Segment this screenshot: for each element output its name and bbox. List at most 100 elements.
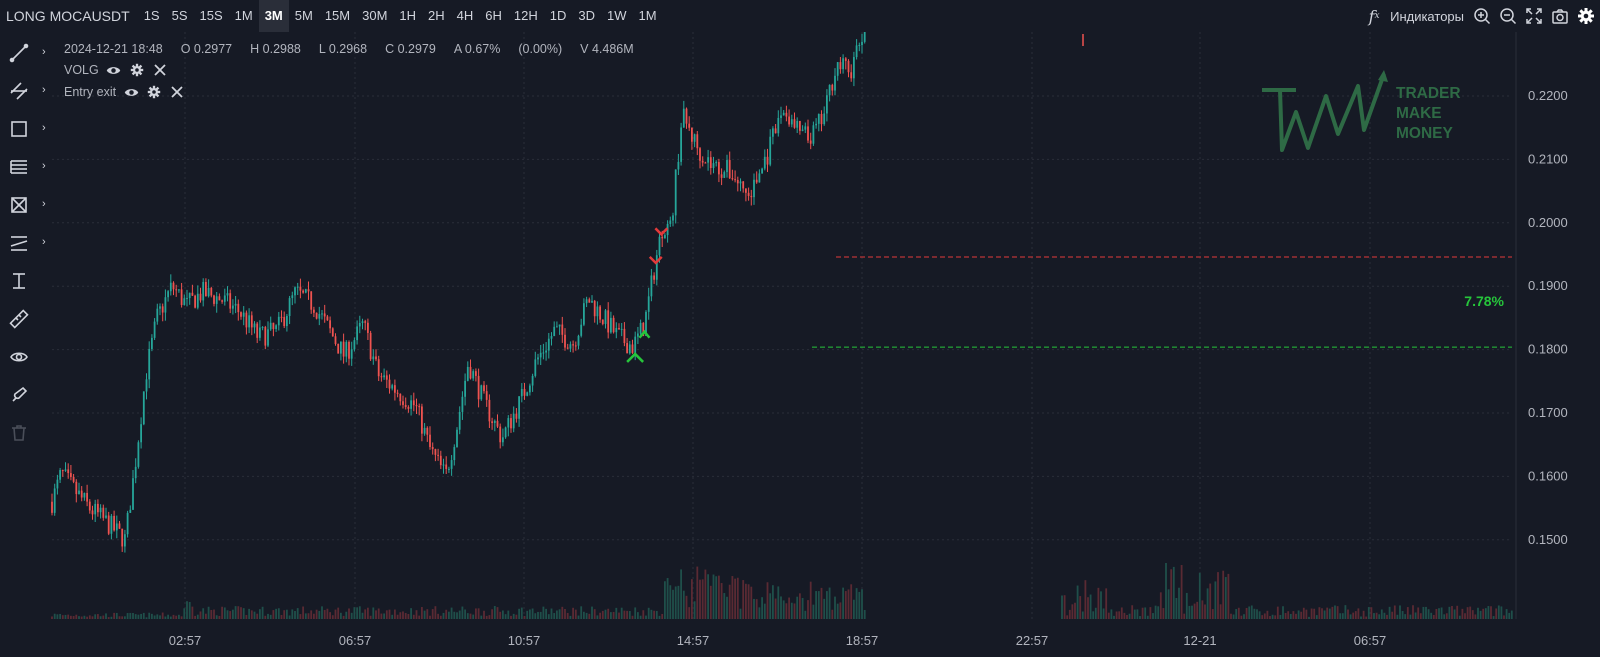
indicator-row-volg: VOLG (64, 58, 634, 82)
eye-icon[interactable] (123, 84, 139, 100)
volume-bar (423, 610, 426, 619)
candle-body (383, 375, 385, 378)
candle-body (655, 255, 658, 280)
volume-bar (1256, 609, 1258, 619)
candle-body (64, 469, 67, 471)
candle-body (283, 316, 286, 327)
tool-delete[interactable] (0, 414, 52, 452)
volume-bar (601, 610, 604, 619)
volume-bar (307, 613, 310, 619)
volume-bar (1113, 615, 1115, 619)
chevron-right-icon[interactable]: › (42, 84, 46, 96)
candle-body (664, 235, 666, 239)
tool-rectangle[interactable]: › (0, 110, 52, 148)
chevron-right-icon[interactable]: › (42, 198, 46, 210)
timeframe-button[interactable]: 15M (324, 8, 351, 23)
tool-fib-levels[interactable]: › (0, 148, 52, 186)
screenshot-icon[interactable] (1550, 6, 1570, 26)
timeframe-button[interactable]: 4H (456, 8, 474, 23)
tool-text[interactable] (0, 262, 52, 300)
timeframe-button[interactable]: 3D (578, 8, 596, 23)
timeframe-button[interactable]: 1W (607, 8, 627, 23)
candle-body (826, 95, 828, 114)
gear-icon[interactable] (146, 84, 162, 100)
zoom-in-icon[interactable] (1472, 6, 1492, 26)
candle-body (539, 352, 542, 358)
timeframe-button[interactable]: 12H (513, 8, 538, 23)
tool-ruler[interactable] (0, 300, 52, 338)
volume-bar (1243, 614, 1245, 619)
volume-bar (1061, 595, 1063, 619)
volume-bar (396, 614, 399, 619)
timeframe-button[interactable]: 15S (199, 8, 223, 23)
symbol-label[interactable]: LONG MOCAUSDT (6, 8, 130, 24)
candle-body (763, 156, 766, 169)
timeframe-button[interactable]: 30M (362, 8, 388, 23)
fullscreen-icon[interactable] (1524, 6, 1544, 26)
tool-visibility[interactable] (0, 338, 52, 376)
volume-bar (1315, 615, 1318, 619)
volume-bar (1214, 581, 1217, 619)
indicator-name[interactable]: Entry exit (64, 85, 117, 99)
tool-magnet[interactable] (0, 376, 52, 414)
eye-icon[interactable] (106, 62, 122, 78)
timeframe-button[interactable]: 1M (234, 8, 253, 23)
price-chart[interactable]: 0.2200 0.2100 0.2000 0.1900 0.1800 0.1700 0.16… (0, 32, 1600, 657)
volume-bar (696, 566, 699, 619)
timeframe-button[interactable]: 5M (294, 8, 313, 23)
candle-body (558, 324, 561, 327)
timeframe-button[interactable]: 1S (143, 8, 160, 23)
timeframe-button[interactable]: 6H (485, 8, 502, 23)
volume-bar (1183, 613, 1186, 619)
chevron-right-icon[interactable]: › (42, 160, 46, 172)
volume-bar (267, 613, 269, 619)
legend-low: L 0.2968 (318, 42, 368, 56)
volume-bar (188, 601, 191, 619)
chevron-right-icon[interactable]: › (42, 46, 46, 58)
candle-body (375, 356, 377, 360)
volume-bar (466, 613, 469, 619)
candle-body (750, 195, 753, 198)
tool-pattern[interactable]: › (0, 186, 52, 224)
timeframe-button[interactable]: 3M (258, 0, 289, 32)
volume-bar (334, 609, 337, 619)
volume-bar (566, 612, 569, 619)
tool-parallel-lines[interactable]: › (0, 72, 52, 110)
indicator-name[interactable]: VOLG (64, 63, 99, 77)
timeframe-button[interactable]: 1H (399, 8, 417, 23)
timeframe-button[interactable]: 5S (171, 8, 188, 23)
candle-body (742, 181, 745, 189)
candle-body (410, 400, 412, 409)
candle-body (218, 296, 221, 301)
candle-body (518, 396, 520, 419)
close-icon[interactable] (152, 62, 168, 78)
candle-body (726, 160, 728, 173)
timeframe-button[interactable]: 2H (428, 8, 445, 23)
candle-body (159, 306, 161, 309)
price-tick-label: 0.2000 (1528, 215, 1568, 230)
zoom-out-icon[interactable] (1498, 6, 1518, 26)
chevron-right-icon[interactable]: › (42, 236, 46, 248)
chevron-right-icon[interactable]: › (42, 122, 46, 134)
candle-body (650, 275, 653, 297)
volume-bar (1152, 613, 1154, 619)
close-icon[interactable] (169, 84, 185, 100)
volume-bar (701, 579, 704, 619)
settings-gear-icon[interactable] (1576, 6, 1596, 26)
candle-body (342, 341, 345, 357)
tool-channel[interactable]: › (0, 224, 52, 262)
candle-body (658, 236, 661, 256)
candle-body (240, 312, 242, 317)
candle-body (115, 523, 118, 531)
candle-body (250, 315, 253, 328)
candle-body (550, 336, 553, 339)
tool-trend-line[interactable]: › (0, 34, 52, 72)
candle-body (547, 338, 550, 351)
timeframe-button[interactable]: 1D (549, 8, 567, 23)
timeframe-button[interactable]: 1M (638, 8, 657, 23)
indicators-button[interactable]: Индикаторы (1390, 8, 1464, 24)
gear-icon[interactable] (129, 62, 145, 78)
volume-bar (261, 606, 264, 619)
candle-body (286, 316, 288, 327)
